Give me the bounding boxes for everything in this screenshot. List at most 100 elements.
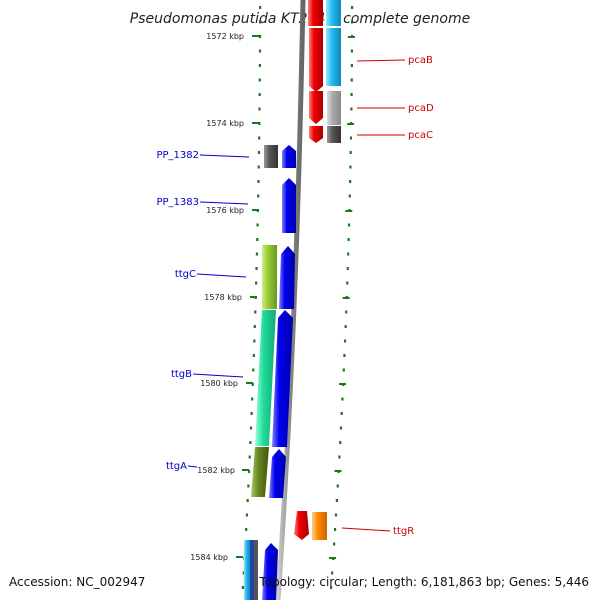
gene-pcaD[interactable] <box>309 91 341 125</box>
track-dot <box>245 513 249 517</box>
track-dot <box>253 339 256 343</box>
tick-1576: 1576 kbp <box>206 206 259 215</box>
tick-1572: 1572 kbp <box>206 32 259 41</box>
track-dot <box>258 64 261 67</box>
track-dot <box>256 223 259 227</box>
leader-ttgA <box>187 465 198 468</box>
track-dot <box>333 542 336 546</box>
track-dot <box>258 78 261 82</box>
leader-ttgR <box>341 527 391 532</box>
gene-label-ttgB[interactable]: ttgB <box>171 369 192 380</box>
gene-PP_1383[interactable] <box>282 178 296 233</box>
tick-1580: 1580 kbp <box>200 379 253 388</box>
track-dot <box>343 354 346 357</box>
genome-backbone <box>275 0 306 600</box>
track-dot <box>336 484 339 488</box>
track-dot <box>331 571 334 575</box>
gene-pcaC[interactable] <box>309 126 341 143</box>
track-dot <box>258 107 261 111</box>
gene-label-PP_1383[interactable]: PP_1383 <box>156 197 199 208</box>
track-dot <box>250 412 253 415</box>
track-dot <box>330 586 333 589</box>
track-tick <box>342 297 350 299</box>
track-dot <box>258 49 262 53</box>
gene-label-ttgR[interactable]: ttgR <box>393 526 414 537</box>
right-dotted-track <box>329 6 355 589</box>
leader-ttgB <box>192 373 244 378</box>
track-tick <box>334 470 342 472</box>
gene-ttgR[interactable] <box>294 511 327 540</box>
track-dot <box>335 499 338 502</box>
track-dot <box>344 325 347 328</box>
tick-label: 1574 kbp <box>206 119 244 128</box>
track-dot <box>249 426 253 430</box>
gene-label-PP_1382[interactable]: PP_1382 <box>156 150 199 161</box>
gene-PP_1382[interactable] <box>264 145 296 168</box>
accession-text: Accession: NC_002947 <box>9 575 145 589</box>
gene-pcaB[interactable] <box>308 0 341 92</box>
topology-text: Topology: circular; Length: 6,181,863 bp… <box>258 575 589 589</box>
track-dot <box>349 151 352 154</box>
track-dot <box>258 6 262 9</box>
track-dot <box>350 6 354 9</box>
track-dot <box>251 383 254 386</box>
tick-label: 1578 kbp <box>204 293 242 302</box>
track-dot <box>333 528 337 531</box>
track-dot <box>350 78 353 82</box>
gene-label-pcaD[interactable]: pcaD <box>408 103 434 114</box>
track-dot <box>258 35 262 38</box>
track-dot <box>242 571 245 575</box>
track-dot <box>350 107 353 111</box>
track-dot <box>334 513 338 517</box>
track-dot <box>343 339 347 343</box>
track-dot <box>256 238 259 241</box>
map-title: Pseudomonas putida KT2440, complete geno… <box>130 11 470 27</box>
gene-label-ttgA[interactable]: ttgA <box>166 461 187 472</box>
track-dot <box>248 455 251 459</box>
track-dot <box>338 455 341 459</box>
track-dot <box>255 252 259 256</box>
track-dot <box>254 310 257 314</box>
track-dot <box>245 528 248 531</box>
track-dot <box>349 165 352 169</box>
track-dot <box>255 281 258 285</box>
tick-label: 1572 kbp <box>206 32 244 41</box>
track-dot <box>258 136 261 140</box>
track-dot <box>252 368 255 372</box>
track-dot <box>340 412 343 415</box>
tick-label: 1576 kbp <box>206 206 244 215</box>
gene-ttgB[interactable] <box>255 310 293 447</box>
track-tick <box>329 557 337 559</box>
track-dot <box>255 267 258 270</box>
tick-1574: 1574 kbp <box>206 119 259 128</box>
track-dot <box>257 180 260 183</box>
gene-label-pcaB[interactable]: pcaB <box>408 55 433 66</box>
gene-label-pcaC[interactable]: pcaC <box>408 130 433 141</box>
gene-ttgC[interactable] <box>262 245 295 309</box>
track-dot <box>345 310 348 314</box>
tick-1582: 1582 kbp <box>197 466 249 475</box>
gene-ttgA[interactable] <box>251 447 286 498</box>
track-dot <box>342 368 345 372</box>
track-dot <box>247 484 250 488</box>
track-dot <box>339 441 342 444</box>
track-dot <box>349 180 352 183</box>
track-dot <box>257 151 261 154</box>
track-dot <box>350 49 354 53</box>
leader-PP_1383 <box>199 201 249 205</box>
track-dot <box>247 470 251 473</box>
gene-bottom-cluster <box>244 540 278 600</box>
gene-label-ttgC[interactable]: ttgC <box>175 269 196 280</box>
leader-PP_1382 <box>199 154 250 158</box>
leader-pcaB <box>356 59 406 62</box>
track-dot <box>257 165 260 169</box>
track-dot <box>350 20 354 24</box>
track-tick <box>339 383 347 385</box>
track-dot <box>258 20 262 24</box>
track-dot <box>253 325 256 328</box>
track-dot <box>339 426 343 430</box>
track-dot <box>347 223 351 227</box>
track-dot <box>241 586 245 589</box>
tick-1578: 1578 kbp <box>204 293 257 302</box>
